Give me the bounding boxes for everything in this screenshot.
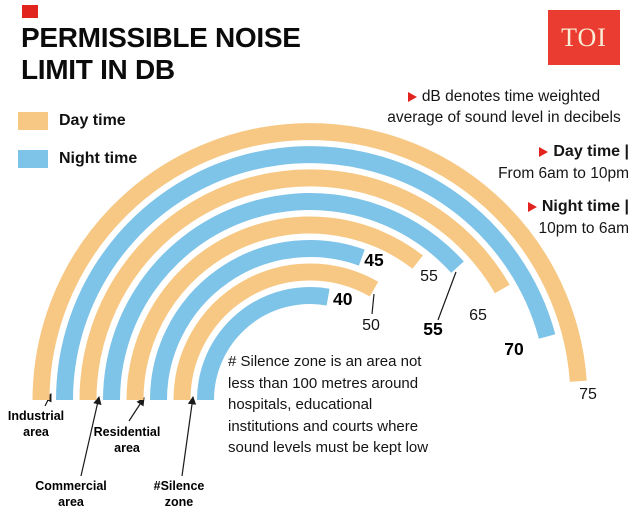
toi-logo: TOI <box>548 10 620 65</box>
value-label-day-65: 65 <box>469 307 487 324</box>
red-arrow-icon <box>407 92 417 102</box>
value-label-night-45: 45 <box>364 250 384 270</box>
category-label-residential: Residential area <box>93 425 161 456</box>
night-time-note: Night time | 10pm to 6am <box>527 196 629 239</box>
arc-commercial-area-day <box>79 169 510 401</box>
value-leader-line <box>437 271 457 321</box>
legend-day-label: Day time <box>59 112 126 129</box>
category-label-commercial: Commercial area <box>35 479 107 510</box>
arc-residential-area-day <box>126 216 423 401</box>
legend-night-label: Night time <box>59 150 138 167</box>
silence-zone-note: # Silence zone is an area not less than … <box>228 353 429 457</box>
arc-commercial-area-night <box>103 193 464 401</box>
page-title-line2: LIMIT IN DB <box>21 53 175 85</box>
day-time-note: Day time | From 6am to 10pm <box>498 141 629 184</box>
category-label-silence: #Silence zone <box>153 479 205 510</box>
page-title: PERMISSIBLE NOISE LIMIT IN DB <box>21 22 301 85</box>
category-label-industrial: Industrial area <box>7 409 65 440</box>
toi-logo-text: TOI <box>561 22 607 52</box>
category-leader-commercial <box>80 395 102 477</box>
category-leader-residential <box>128 397 145 422</box>
db-note-line2: average of sound level in decibels <box>387 108 621 126</box>
value-label-day-55: 55 <box>420 268 438 285</box>
value-label-day-75: 75 <box>579 386 597 403</box>
value-label-day-50: 50 <box>362 317 380 334</box>
db-definition-note: dB denotes time weighted average of soun… <box>375 87 633 129</box>
value-label-night-70: 70 <box>504 339 524 359</box>
night-time-range: 10pm to 6am <box>538 220 629 238</box>
page-title-line1: PERMISSIBLE NOISE <box>21 22 301 53</box>
night-time-label: Night time | <box>541 198 629 215</box>
arc-residential-area-night <box>150 239 365 401</box>
red-arrow-icon <box>527 202 537 212</box>
arc-silence-zone-day <box>173 263 379 401</box>
value-label-night-55: 55 <box>423 319 443 339</box>
arc-industrial-area-day <box>32 123 587 401</box>
value-label-night-40: 40 <box>333 289 353 309</box>
red-arrow-icon <box>539 147 549 157</box>
day-time-range: From 6am to 10pm <box>498 165 629 183</box>
red-tag-icon <box>22 5 38 18</box>
arc-silence-zone-night <box>197 287 330 401</box>
day-time-label: Day time | <box>553 143 629 160</box>
value-leader-line <box>371 293 375 315</box>
night-swatch <box>18 150 48 168</box>
db-note-line1: dB denotes time weighted <box>421 88 601 105</box>
arc-industrial-area-night <box>56 146 556 401</box>
legend-day: Day time <box>18 112 126 130</box>
category-leader-silence <box>181 395 197 477</box>
legend-night: Night time <box>18 150 137 168</box>
day-swatch <box>18 112 48 130</box>
